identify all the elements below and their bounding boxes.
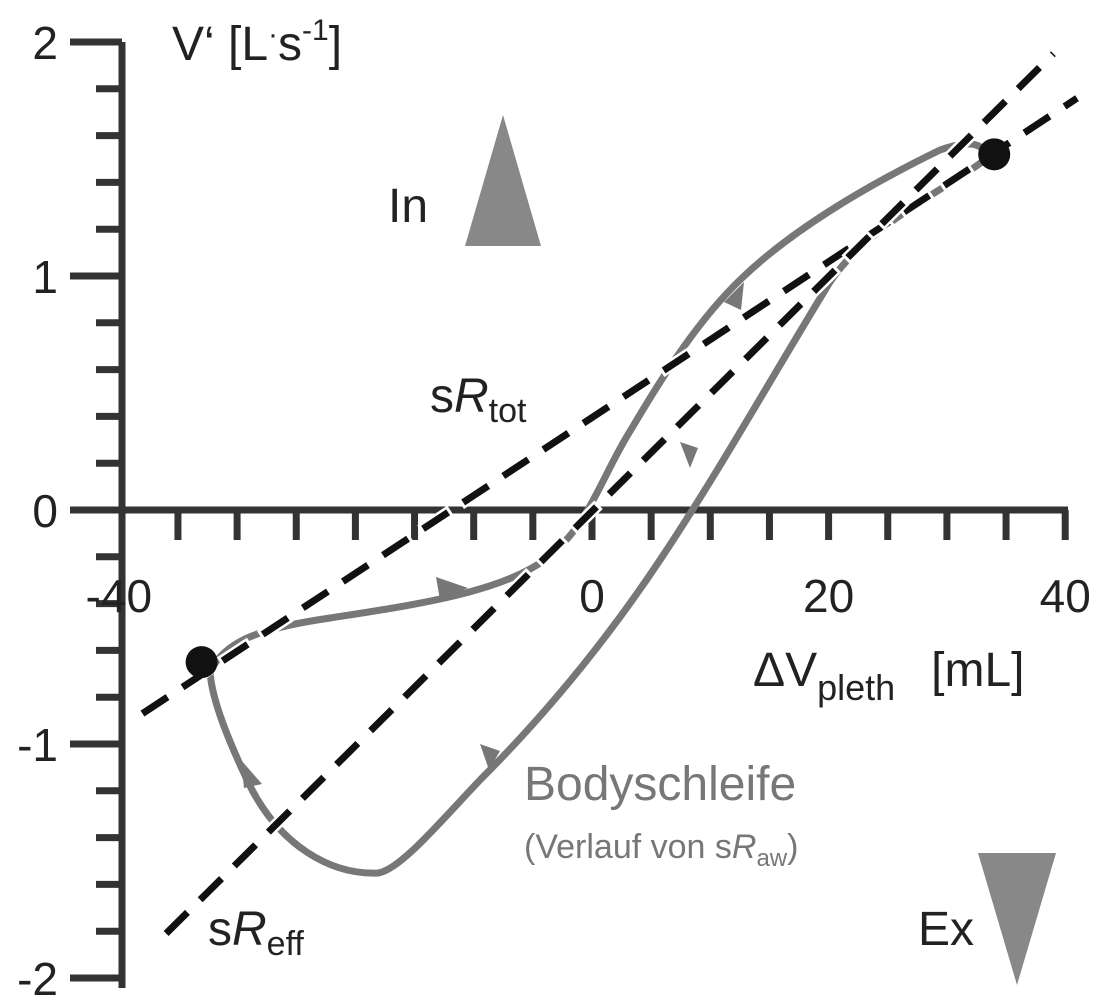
loop-arrow-2-icon	[724, 282, 744, 310]
loop-endpoint-1	[185, 646, 218, 679]
y-axis-title: V‘ [L·s-1]	[172, 14, 342, 71]
sRtot-line	[140, 95, 1079, 717]
y-axis-minor-ticks	[70, 38, 122, 982]
x-tick-label: 40	[1040, 570, 1091, 622]
y-axis-tick-labels: 2 1 0 -1 -2	[17, 17, 58, 1000]
sRtot-label: sRtot	[430, 370, 527, 430]
expiration-label: Ex	[918, 903, 974, 956]
loop-arrow-4-icon	[480, 744, 500, 770]
dashed-lines-group	[139, 49, 1081, 938]
loop-subtitle: (Verlauf von sRaw)	[524, 828, 798, 872]
y-tick-label: 0	[32, 485, 58, 537]
x-tick-label: 0	[579, 570, 605, 622]
loop-arrow-1-icon	[436, 577, 468, 600]
sReff-label: sReff	[208, 903, 304, 963]
x-tick-label: 20	[803, 570, 854, 622]
loop-arrow-3-icon	[680, 442, 698, 468]
loop-endpoints	[185, 138, 1011, 679]
loop-endpoint-2	[978, 138, 1011, 171]
x-axis-title: ΔVpleth [mL]	[753, 644, 1025, 708]
x-axis-minor-ticks	[174, 510, 1069, 540]
expiration-down-triangle-icon	[978, 853, 1056, 985]
x-axis-tick-labels: -40 0 20 40	[86, 570, 1091, 622]
y-tick-label: 2	[32, 17, 58, 69]
inspiration-label: In	[388, 180, 428, 233]
y-tick-label: 1	[32, 251, 58, 303]
sReff-line	[163, 51, 1056, 937]
y-tick-label: -1	[17, 719, 58, 771]
inspiration-up-triangle-icon	[465, 115, 541, 246]
loop-arrow-5-icon	[241, 760, 262, 788]
loop-title: Bodyschleife	[524, 758, 796, 811]
x-tick-label: -40	[86, 570, 152, 622]
y-tick-label: -2	[17, 953, 58, 1000]
